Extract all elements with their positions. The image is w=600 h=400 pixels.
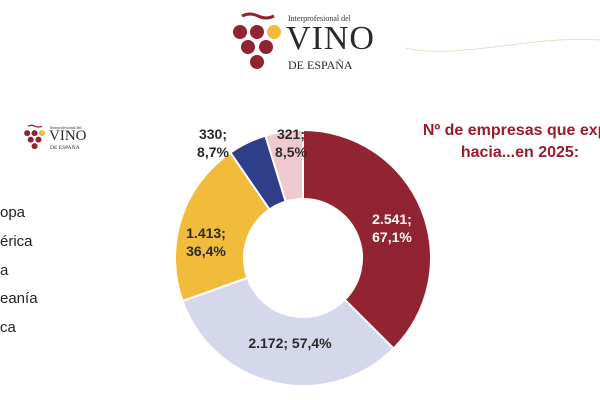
- legend-item: opa: [0, 204, 26, 221]
- grape-logo-small-icon: [24, 124, 45, 150]
- donut-slice: [228, 134, 287, 211]
- legend-item: eanía: [0, 290, 38, 307]
- logo-small-espana-text: DE ESPAÑA: [50, 145, 80, 151]
- slice-data-label: 2.172; 57,4%: [248, 335, 332, 351]
- chart-title-line2: hacia...en 2025:: [460, 144, 580, 161]
- legend-item: érica: [0, 233, 33, 250]
- slice-data-label: 330; 8,7%: [197, 126, 229, 160]
- legend-item: ca: [0, 319, 16, 336]
- logo-espana-text: DE ESPAÑA: [288, 58, 353, 72]
- grape-logo-icon: [233, 12, 281, 69]
- legend-item: a: [0, 262, 9, 279]
- donut-slice: [181, 276, 395, 387]
- donut-slice: [264, 128, 304, 203]
- slice-data-label: 1.413; 36,4%: [186, 225, 226, 259]
- logo-small-org-text: Interprofesional del: [50, 125, 82, 130]
- logo-org-text: Interprofesional del: [288, 14, 351, 23]
- logo-small: Interprofesional del VINO DE ESPAÑA: [22, 122, 92, 152]
- decorative-swoosh: [404, 38, 600, 52]
- chart-title-line1: Nº de empresas que expo: [422, 122, 600, 139]
- logo-small-vino-text: VINO: [49, 128, 87, 144]
- logo-main: Interprofesional del VINO DE ESPAÑA: [228, 10, 374, 74]
- donut-slice: [174, 151, 271, 303]
- logo-vino-text: VINO: [286, 20, 375, 57]
- chart-title: Nº de empresas que expo hacia...en 2025:: [400, 120, 600, 164]
- slice-data-label: 2.541; 67,1%: [372, 211, 412, 245]
- slice-data-label: 321; 8,5%: [275, 126, 307, 160]
